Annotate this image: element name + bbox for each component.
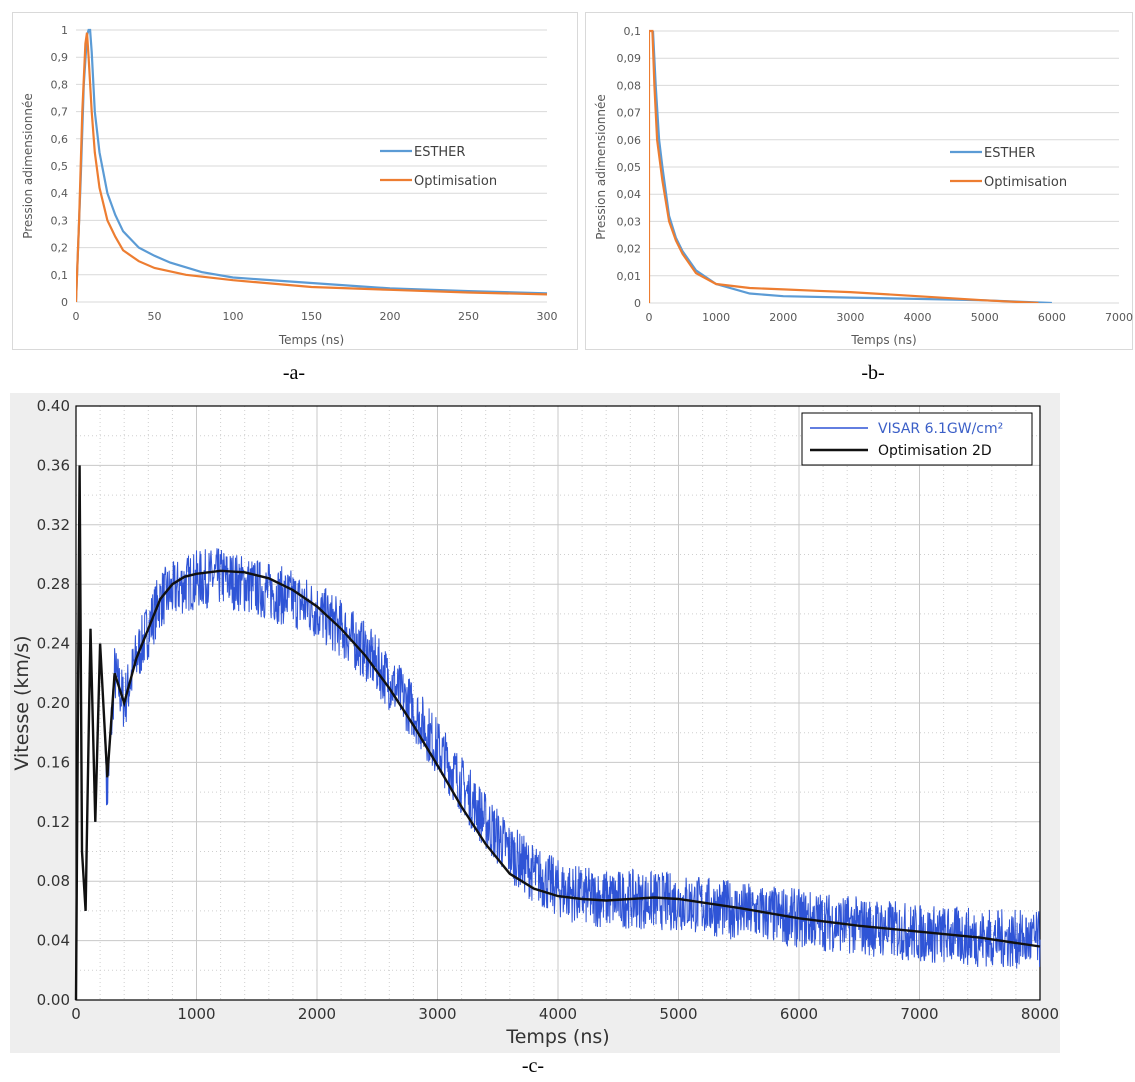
y-tick-label: 0,1 [624, 25, 642, 38]
series-line-optimisation-2d [74, 465, 1041, 1001]
label-c: -c- [521, 1055, 545, 1077]
x-tick-label: 2000 [769, 311, 797, 324]
y-tick-label: 0.00 [37, 991, 70, 1009]
x-tick-label: 100 [223, 310, 244, 323]
y-tick-label: 0,9 [51, 51, 69, 64]
x-axis-title: Temps (ns) [278, 333, 344, 347]
y-tick-label: 0,7 [51, 106, 69, 119]
y-tick-label: 0,06 [617, 134, 642, 147]
y-tick-label: 0.04 [37, 932, 70, 950]
chart-a: 0 0,1 0,2 0,3 0,4 0,5 0,6 0,7 0,8 0,9 1 0 50 100 150 20… [12, 12, 578, 350]
legend-box [801, 412, 1033, 466]
chart-b: 0 0,01 0,02 0,03 0,04 0,05 0,06 0,07 0,08 0,09 0,1… [585, 12, 1133, 350]
x-tick-label: 1000 [177, 1005, 215, 1023]
series-line-optimisation [649, 29, 1039, 303]
x-tick-label: 2000 [298, 1005, 336, 1023]
x-axis-title: Temps (ns) [505, 1026, 609, 1048]
y-axis-title: Vitesse (km/s) [11, 635, 33, 770]
y-tick-label: 0,5 [51, 160, 69, 173]
x-tick-label: 5000 [971, 311, 999, 324]
x-tick-label: 4000 [904, 311, 932, 324]
y-tick-label: 0.16 [37, 753, 70, 771]
legend-label: Optimisation [414, 174, 497, 189]
x-tick-label: 7000 [900, 1005, 938, 1023]
y-tick-label: 0,3 [51, 214, 69, 227]
label-b: -b- [861, 362, 885, 384]
x-tick-label: 6000 [1038, 311, 1066, 324]
y-tick-label: 0,4 [51, 187, 69, 200]
y-tick-label: 0,02 [617, 243, 642, 256]
x-tick-label: 250 [458, 310, 479, 323]
x-tick-label: 7000 [1105, 311, 1133, 324]
x-tick-label: 8000 [1021, 1005, 1059, 1023]
legend-label: ESTHER [984, 146, 1035, 161]
legend-label: VISAR 6.1GW/cm² [878, 421, 1003, 437]
y-tick-label: 0 [61, 296, 68, 309]
x-tick-label: 6000 [780, 1005, 818, 1023]
series-line-visar [75, 480, 1041, 1001]
x-tick-label: 0 [71, 1005, 81, 1023]
label-a: -a- [282, 362, 306, 384]
x-tick-label: 150 [301, 310, 322, 323]
y-tick-label: 0,1 [51, 269, 69, 282]
y-tick-label: 0,2 [51, 242, 69, 255]
x-tick-label: 5000 [659, 1005, 697, 1023]
y-tick-label: 0.12 [37, 813, 70, 831]
plot-border [75, 405, 1041, 1001]
legend-label: ESTHER [414, 145, 465, 160]
y-tick-label: 0.32 [37, 516, 70, 534]
x-tick-label: 0 [73, 310, 80, 323]
y-tick-label: 0,09 [617, 52, 642, 65]
chart-c: 0 1000 2000 3000 4000 5000 6000 7000 8000 0.00 0.0… [10, 393, 1060, 1053]
y-axis-title: Pression adimensionnée [21, 93, 35, 239]
series-line-esther [651, 30, 1052, 303]
y-tick-label: 0,08 [617, 79, 642, 92]
y-tick-label: 0,6 [51, 133, 69, 146]
x-tick-label: 0 [646, 311, 653, 324]
x-tick-label: 50 [148, 310, 162, 323]
y-tick-label: 0,8 [51, 78, 69, 91]
x-tick-label: 1000 [702, 311, 730, 324]
x-tick-label: 3000 [836, 311, 864, 324]
y-axis-title: Pression adimensionnée [594, 94, 608, 240]
y-tick-label: 0.20 [37, 694, 70, 712]
y-tick-label: 0,01 [617, 270, 642, 283]
y-tick-label: 0.24 [37, 635, 70, 653]
x-tick-label: 3000 [418, 1005, 456, 1023]
y-tick-label: 0 [634, 297, 641, 310]
legend-label: Optimisation [984, 175, 1067, 190]
y-tick-label: 0.28 [37, 575, 70, 593]
x-tick-label: 300 [537, 310, 558, 323]
y-tick-label: 0.36 [37, 456, 70, 474]
y-tick-label: 0,07 [617, 107, 642, 120]
legend-label: Optimisation 2D [878, 443, 992, 459]
x-axis-title: Temps (ns) [850, 333, 916, 347]
series-line-optimisation [76, 32, 548, 302]
y-tick-label: 0,04 [617, 188, 642, 201]
x-tick-label: 4000 [539, 1005, 577, 1023]
y-tick-label: 0,05 [617, 161, 642, 174]
y-tick-label: 0,03 [617, 215, 642, 228]
y-tick-label: 1 [61, 24, 68, 37]
y-tick-label: 0.40 [37, 397, 70, 415]
x-tick-label: 200 [380, 310, 401, 323]
y-tick-label: 0.08 [37, 872, 70, 890]
